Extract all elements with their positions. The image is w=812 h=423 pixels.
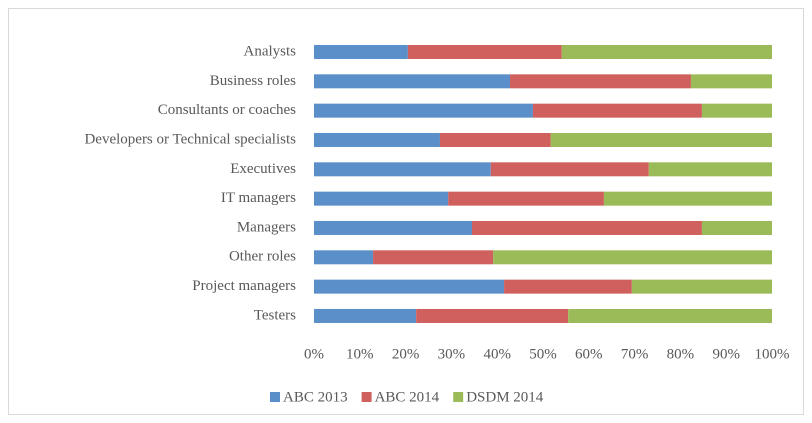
bar-segment: [416, 308, 569, 323]
bar-segment: [701, 220, 772, 235]
bar-segment: [493, 250, 772, 265]
x-tick-label: 10%: [346, 346, 374, 362]
bar-segment: [510, 74, 691, 89]
bar-segment: [314, 279, 505, 294]
y-tick-label: Project managers: [192, 278, 296, 294]
x-tick-label: 0%: [304, 346, 324, 362]
legend-swatch: [361, 392, 372, 402]
x-tick-label: 100%: [755, 346, 790, 362]
bar-segment: [314, 162, 491, 177]
bar-segment: [532, 103, 702, 118]
bar-segment: [631, 279, 772, 294]
bar-segment: [490, 162, 649, 177]
x-tick-label: 70%: [621, 346, 649, 362]
bar-segment: [561, 45, 772, 59]
bar-segment: [701, 103, 772, 118]
bar-segment: [314, 250, 374, 265]
legend-label: ABC 2013: [283, 389, 348, 405]
y-tick-label: Executives: [230, 161, 296, 177]
y-tick-label: Consultants or coaches: [158, 102, 296, 118]
bar-segment: [568, 308, 772, 323]
x-tick-label: 20%: [392, 346, 420, 362]
x-tick-label: 50%: [529, 346, 557, 362]
legend-label: ABC 2014: [375, 389, 440, 405]
y-tick-label: Analysts: [244, 43, 297, 59]
bar-segment: [314, 74, 511, 89]
bar-segment: [314, 132, 440, 147]
y-tick-label: IT managers: [221, 190, 296, 206]
y-tick-label: Business roles: [210, 73, 296, 89]
bar-segment: [373, 250, 494, 265]
bar-segment: [407, 45, 562, 59]
y-tick-label: Developers or Technical specialists: [84, 131, 296, 147]
bar-segment: [314, 191, 449, 206]
bar-segment: [448, 191, 604, 206]
x-tick-label: 80%: [667, 346, 695, 362]
bar-segment: [314, 308, 417, 323]
x-tick-label: 90%: [712, 346, 740, 362]
bar-segment: [314, 220, 473, 235]
bar-segment: [550, 132, 772, 147]
bar-segment: [648, 162, 772, 177]
x-tick-label: 60%: [575, 346, 603, 362]
y-tick-label: Testers: [254, 307, 296, 323]
bar-segment: [603, 191, 772, 206]
bar-segment: [314, 103, 533, 118]
bar-segment: [504, 279, 632, 294]
bar-segment: [314, 45, 408, 59]
legend-label: DSDM 2014: [466, 389, 544, 405]
x-tick-label: 30%: [438, 346, 466, 362]
y-tick-label: Managers: [237, 219, 296, 235]
legend-swatch: [270, 392, 280, 402]
bar-segment: [439, 132, 551, 147]
legend-swatch: [453, 392, 464, 402]
x-tick-label: 40%: [483, 346, 511, 362]
bar-segment: [690, 74, 772, 89]
y-tick-label: Other roles: [229, 249, 296, 265]
bar-segment: [472, 220, 702, 235]
